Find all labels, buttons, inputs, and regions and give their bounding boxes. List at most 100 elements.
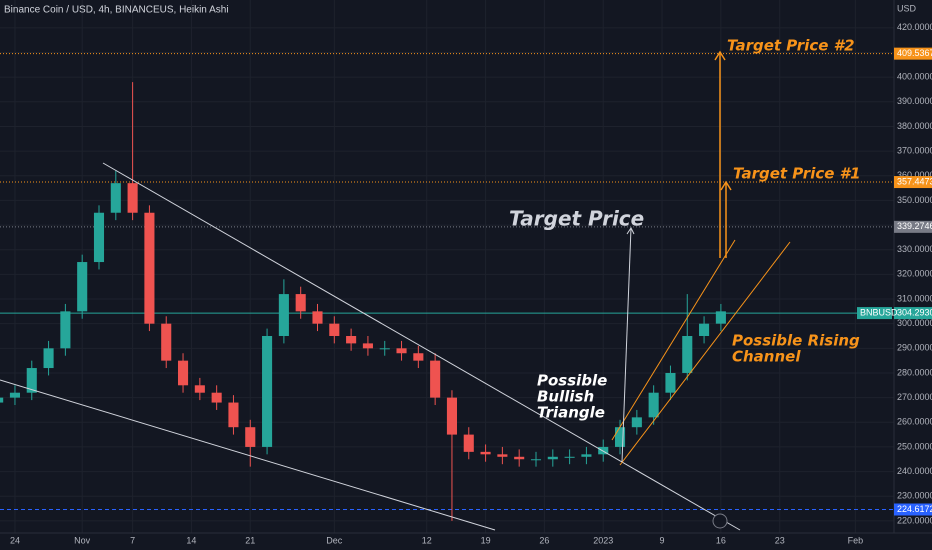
x-tick-label: 26 <box>539 535 549 545</box>
symbol-label: BNBUSD <box>860 307 898 317</box>
candle-body <box>144 212 155 324</box>
axis-labels: 220.0000 230.0000 240.0000 250.0000 260.0000… <box>10 22 932 545</box>
y-tick-label: 320.0000 <box>897 269 932 279</box>
candle-body <box>0 397 4 403</box>
price-label-box <box>894 307 932 320</box>
candle-body <box>211 392 222 403</box>
annotation: Triangle <box>537 404 605 422</box>
annotation: Possible <box>537 372 607 390</box>
symbol-box <box>857 307 892 320</box>
candle-body <box>699 323 710 336</box>
candle-body <box>682 335 693 373</box>
annotation: Possible Rising <box>732 332 860 350</box>
jump-button[interactable] <box>712 513 728 529</box>
channel-upper-line <box>611 239 736 441</box>
candle-body <box>362 343 373 349</box>
y-tick-label: 350.0000 <box>897 195 932 205</box>
candle-body <box>262 335 273 447</box>
y-tick-label: 360.0000 <box>897 170 932 180</box>
y-tick-label: 290.0000 <box>897 343 932 353</box>
candle-body <box>127 183 138 213</box>
candle-body <box>665 372 676 393</box>
price-label-box <box>894 176 932 189</box>
x-tick-label: 16 <box>716 535 726 545</box>
candle-body <box>245 427 256 447</box>
annotation: Channel <box>732 348 801 366</box>
x-tick-label: 21 <box>245 535 255 545</box>
candle-body <box>60 311 71 349</box>
candle-body <box>430 360 441 398</box>
candle-body <box>530 459 542 461</box>
y-tick-label: 280.0000 <box>897 367 932 377</box>
candle-body <box>413 353 424 361</box>
candle-body <box>110 183 121 213</box>
target-arrow <box>621 227 632 463</box>
candle-body <box>715 311 726 324</box>
candle-body <box>278 294 289 336</box>
x-tick-label: 19 <box>481 535 491 545</box>
x-tick-label: 7 <box>130 535 135 545</box>
price-label: 304.2930 <box>897 307 932 317</box>
y-tick-label: 240.0000 <box>897 466 932 476</box>
candle-body <box>346 335 357 344</box>
price-label: 224.6172 <box>897 504 932 514</box>
y-tick-label: 330.0000 <box>897 244 932 254</box>
candle-body <box>497 454 508 457</box>
candle-body <box>564 456 575 458</box>
price-label-box <box>894 220 932 233</box>
candle-body <box>295 294 306 312</box>
x-tick-label: Dec <box>326 535 343 545</box>
price-label: 339.2746 <box>897 221 932 231</box>
x-tick-label: Feb <box>848 535 864 545</box>
y-tick-label: 370.0000 <box>897 145 932 155</box>
y-tick-label: 250.0000 <box>897 441 932 451</box>
candle-body <box>312 311 323 324</box>
x-tick-label: 12 <box>422 535 432 545</box>
candle-body <box>26 368 37 393</box>
x-tick-label: 9 <box>660 535 665 545</box>
candle-body <box>177 360 189 386</box>
price-label-box <box>894 47 932 60</box>
y-axis-label: USD <box>897 3 917 13</box>
y-tick-label: 380.0000 <box>897 121 932 131</box>
x-tick-label: 14 <box>186 535 196 545</box>
y-tick-label: 390.0000 <box>897 96 932 106</box>
x-tick-label: 24 <box>10 535 20 545</box>
candle-body <box>514 456 525 460</box>
candle-body <box>9 392 21 398</box>
y-tick-label: 310.0000 <box>897 293 932 303</box>
candle-body <box>480 451 491 455</box>
triangle-upper-line <box>102 162 741 531</box>
candle-body <box>43 348 54 369</box>
candle-body <box>614 427 626 447</box>
drawings <box>0 50 791 531</box>
y-tick-label: 260.0000 <box>897 417 932 427</box>
y-tick-label: 300.0000 <box>897 318 932 328</box>
candle-body <box>463 434 474 452</box>
candle-body <box>194 385 205 393</box>
annotation: Bullish <box>537 388 594 406</box>
candle-body <box>396 348 407 354</box>
candle-body <box>446 397 458 435</box>
arrow-head <box>626 227 635 235</box>
y-tick-label: 230.0000 <box>897 491 932 501</box>
price-label: 357.4473 <box>897 176 932 186</box>
triangle-lower-line <box>0 379 496 531</box>
price-label-box <box>894 503 932 516</box>
candle-body <box>93 212 105 263</box>
y-tick-label: 400.0000 <box>897 72 932 82</box>
candle-body <box>631 417 642 428</box>
x-tick-label: 2023 <box>593 535 613 545</box>
candle-body <box>77 262 88 312</box>
annotation: Target Price <box>509 207 644 231</box>
candle-body <box>581 454 592 457</box>
candle-body <box>228 402 239 428</box>
candle-body <box>648 392 659 418</box>
y-tick-label: 220.0000 <box>897 515 932 525</box>
price-label: 409.5367 <box>897 48 932 58</box>
candles <box>0 82 726 521</box>
annotation: Target Price #1 <box>733 165 861 183</box>
channel-lower-line <box>619 241 791 466</box>
